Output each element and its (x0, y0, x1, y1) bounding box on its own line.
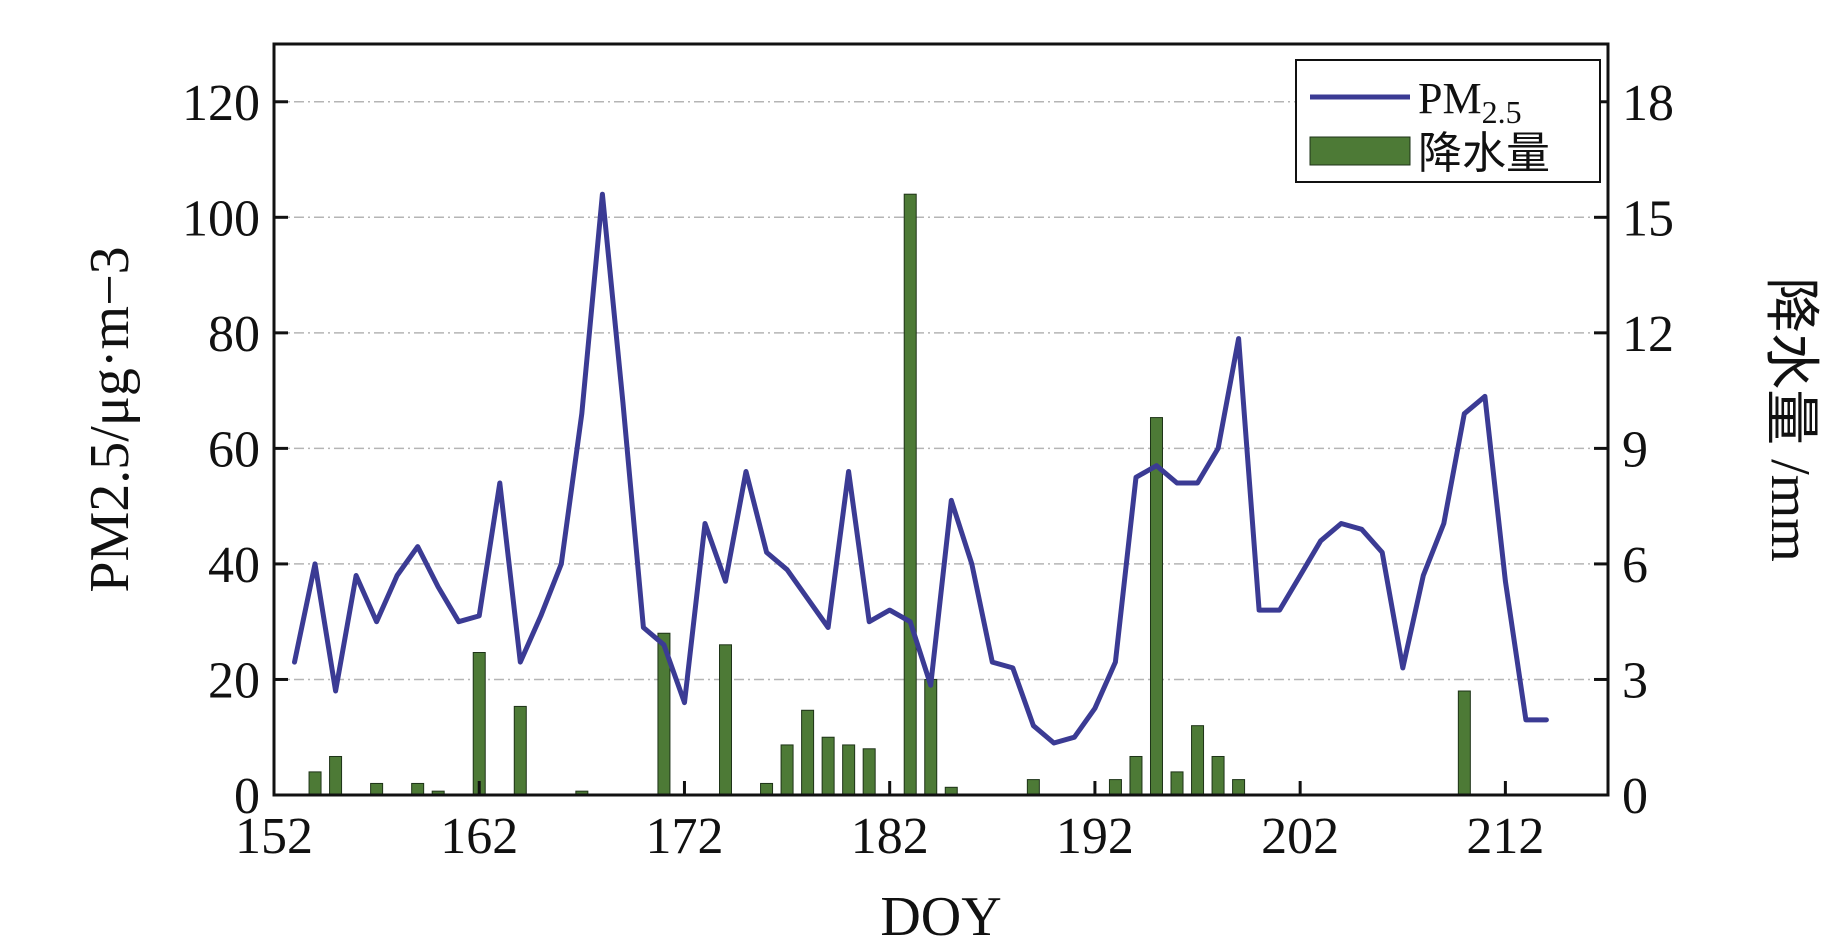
precip-bar (924, 678, 938, 796)
legend-bar-swatch (1309, 136, 1411, 166)
x-axis-title: DOY (880, 886, 1001, 945)
precip-bar (513, 705, 527, 796)
plot-frame (272, 42, 1610, 797)
precip-bar (760, 782, 774, 796)
precip-bar (1457, 690, 1471, 796)
y-left-axis-title: PM2.5/μg·m−3 (79, 246, 141, 592)
x-tick-label: 182 (851, 808, 929, 865)
x-tick-label: 192 (1056, 808, 1134, 865)
y-right-tick-label: 6 (1622, 537, 1648, 594)
precip-bar (903, 193, 917, 796)
y-left-tick-label: 0 (234, 768, 260, 825)
precip-bar (719, 644, 733, 796)
precip-bar (411, 782, 425, 796)
y-left-tick-label: 40 (208, 537, 260, 594)
precip-bar (780, 744, 794, 796)
precip-bar (842, 744, 856, 796)
x-tick-label: 152 (235, 808, 313, 865)
precip-bar (308, 771, 322, 796)
y-left-tick-label: 20 (208, 652, 260, 709)
y-right-tick-label: 9 (1622, 421, 1648, 478)
precip-bar (1108, 779, 1122, 796)
y-right-axis-title: 降水量 /mm (1759, 277, 1821, 562)
y-right-tick-label: 3 (1622, 652, 1648, 709)
x-tick-label: 172 (645, 808, 723, 865)
y-left-tick-label: 80 (208, 306, 260, 363)
precip-bar (862, 748, 876, 796)
y-right-tick-label: 15 (1622, 190, 1674, 247)
precip-bar (329, 755, 343, 796)
precip-bar (801, 709, 815, 796)
y-left-tick-label: 60 (208, 421, 260, 478)
y-left-tick-label: 120 (182, 75, 260, 132)
legend-precip-label: 降水量 (1418, 129, 1550, 178)
y-right-tick-label: 0 (1622, 768, 1648, 825)
y-right-tick-label: 18 (1622, 75, 1674, 132)
precip-bar (1170, 771, 1184, 796)
y-left-tick-label: 100 (182, 190, 260, 247)
precip-bar (821, 736, 835, 796)
precip-bar (1191, 725, 1205, 796)
y-right-tick-label: 12 (1622, 306, 1674, 363)
precip-bar (370, 782, 384, 796)
x-tick-label: 162 (440, 808, 518, 865)
precip-bar (1232, 779, 1246, 796)
pm25-line (292, 191, 1549, 746)
precip-bar (1129, 755, 1143, 796)
precip-bar (1211, 755, 1225, 796)
x-tick-label: 202 (1261, 808, 1339, 865)
precip-bar (1026, 779, 1040, 796)
precip-bar (1149, 417, 1163, 796)
x-tick-label: 212 (1466, 808, 1544, 865)
precip-bar (472, 652, 486, 796)
